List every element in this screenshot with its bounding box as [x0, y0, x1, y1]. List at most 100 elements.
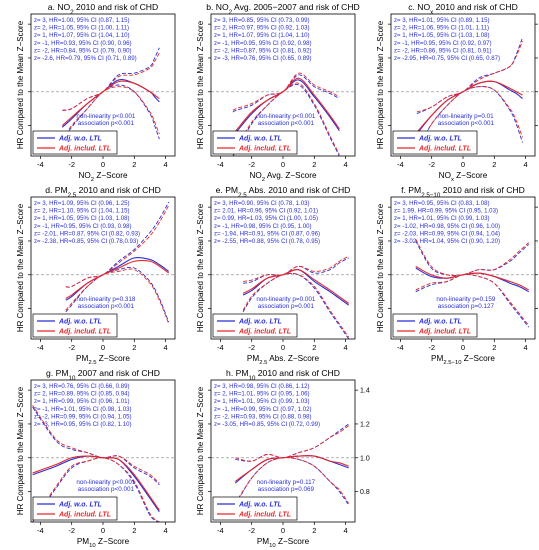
chart-title-main: f. PM [401, 185, 421, 195]
chart-title-sub: 2 [70, 9, 74, 16]
series-red-upper-ci [243, 255, 349, 282]
y-axis-label: HR Compared to the Mean Z−Score [16, 203, 25, 332]
y-axis-label: HR Compared to the Mean Z−Score [16, 386, 25, 515]
stat-line: z= -2, HR=0.87, 95% CI (0.81, 0.92) [214, 47, 312, 54]
stat-line: z= 2, HR=1.05, 95% CI (1.00, 1.11) [34, 25, 129, 32]
series-red-line [416, 80, 523, 133]
series-red-lower-ci [416, 86, 523, 150]
x-tick-label: 0 [281, 343, 285, 352]
x-axis-label: NOx Z−Score [439, 171, 488, 183]
chart-panel-c: c. NOx 2010 and risk of CHD-4-20240.81.0… [376, 2, 538, 183]
x-tick-label: 4 [344, 343, 348, 352]
chart-title: a. NO2 2010 and risk of CHD [48, 2, 158, 16]
x-axis-label-tail: Z−Score [96, 537, 130, 546]
x-axis-label: PM2.5−10 Z−Score [431, 354, 495, 366]
y-axis-label: HR Compared to the Mean Z−Score [196, 386, 205, 515]
series-red-upper-ci [415, 239, 530, 277]
x-axis-label-sub: 2.5−10 [443, 360, 462, 366]
x-tick-label: 4 [524, 343, 528, 352]
stat-line: z= 1, HR=1.01, 95% CI (0.99, 1.03) [214, 398, 310, 405]
legend-label-blue: Adj. w.o. LTL [58, 136, 102, 143]
legend-label-blue: Adj. w.o. LTL [238, 136, 282, 143]
stat-line: z= 1, HR=1.05, 95% CI (1.03, 1.08) [394, 32, 490, 39]
chart-title-main: b. NO [206, 2, 229, 12]
y-axis-label: HR Compared to the Mean Z−Score [16, 20, 25, 149]
x-tick-label: 0 [281, 160, 285, 169]
chart-title-tail: 2010 and risk of CHD [255, 368, 340, 378]
x-tick-label: -4 [217, 526, 224, 535]
stat-line: z= -1.02, HR=0.98, 95% CI (0.96, 1.00) [394, 223, 500, 230]
chart-title: e. PM2.5 Abs. 2010 and risk of CHD [216, 185, 351, 199]
legend-label-blue: Adj. w.o. LTL [418, 319, 462, 326]
chart-title-sub: 10 [69, 375, 76, 382]
series-blue-line [65, 256, 170, 301]
chart-title: h. PM10 2010 and risk of CHD [226, 368, 340, 382]
series-red-line [415, 265, 530, 291]
x-tick-label: 0 [461, 343, 465, 352]
chart-title: d. PM2.5 2010 and risk of CHD [45, 185, 161, 199]
stat-line: z= -3.05, HR=0.85, 95% CI (0.72, 0.99) [214, 421, 320, 428]
nonlinearity-pvalue: non-linearity p<0.001 [256, 113, 315, 120]
association-pvalue: association p=0.001 [258, 303, 315, 310]
x-axis-label-main: NO [439, 171, 451, 180]
series-red-upper-ci [235, 425, 350, 462]
series-blue-lower-ci [61, 84, 160, 142]
x-axis-label-main: PM [247, 354, 259, 363]
association-pvalue: association p<0.001 [78, 486, 135, 493]
x-axis-label: PM10 Z−Score [257, 537, 310, 549]
x-tick-label: -2 [428, 343, 435, 352]
x-tick-label: -4 [217, 160, 224, 169]
legend-label-red: Adj. includ. LTL [58, 329, 111, 336]
series-blue-upper-ci [65, 201, 170, 288]
x-tick-label: -4 [37, 160, 44, 169]
chart-panel-f: f. PM2.5−10 2010 and risk of CHD-4-20240… [376, 185, 538, 366]
x-tick-label: -2 [248, 343, 255, 352]
chart-title: c. NOx 2010 and risk of CHD [408, 2, 518, 16]
stat-line: z= -2.55, HR=0.88, 95% CI (0.78, 0.95) [214, 238, 320, 245]
stat-line: z= -2.38, HR=0.85, 95% CI (0.78,0.93) [34, 238, 138, 245]
x-axis-label: PM10 Z−Score [77, 537, 130, 549]
x-axis-label-tail: Z−Score [462, 354, 496, 363]
association-pvalue: association p=0.069 [258, 486, 315, 493]
stat-line: z= -3.02, HR=1.04, 95% CI (0.90, 1.20) [394, 238, 500, 245]
stat-line: z= -1, HR=0.95, 95% CI (0.93, 0.98) [34, 223, 132, 230]
x-axis-label-main: NO [78, 171, 90, 180]
stat-line: z= -1, HR=0.93, 95% CI (0.90, 0.96) [34, 40, 132, 47]
x-tick-label: 2 [312, 526, 316, 535]
chart-title-tail: 2010 and risk of CHD [440, 185, 525, 195]
x-tick-label: 2 [132, 526, 136, 535]
x-tick-label: -2 [428, 160, 435, 169]
x-axis-label: NO2 Z−Score [78, 171, 127, 183]
x-axis-label-main: PM [257, 537, 269, 546]
stat-line: z= 2, HR=1.01, 95% CI (0.95, 1.06) [214, 391, 310, 398]
stat-line: z= -1, HR=0.95, 95% CI (0.92, 0.98) [214, 40, 312, 47]
stat-line: z= 2, HR=0.97, 95% CI (0.92, 1.03) [214, 25, 310, 32]
series-blue-lower-ci [242, 272, 350, 340]
stat-line: z= 1, HR=1.07, 95% CI (1.04, 1.10) [34, 32, 130, 39]
series-blue-upper-ci [235, 423, 350, 462]
chart-title-sub: 10 [249, 375, 256, 382]
x-tick-label: 2 [492, 160, 496, 169]
nonlinearity-pvalue: non-linearity p=0.318 [76, 296, 135, 303]
stat-line: z= -3, HR=0.95, 95% CI (0.82, 1.10) [34, 421, 132, 428]
stat-line: z= 2, HR=1.10, 95% CI (1.04, 1.15) [34, 208, 130, 215]
series-red-line [232, 77, 340, 135]
x-tick-label: -4 [37, 526, 44, 535]
legend-label-red: Adj. includ. LTL [418, 146, 471, 153]
stat-line: z= 3, HR=1.01, 95% CI (0.89, 1.15) [394, 17, 490, 24]
legend-label-red: Adj. includ. LTL [418, 329, 471, 336]
x-axis-label-main: PM [76, 354, 88, 363]
x-axis-label-tail: Abs. Z−Score [267, 354, 319, 363]
stat-line: z= -2, HR=0.84, 95% CI (0.79, 0.90) [34, 47, 132, 54]
stat-line: z= -2, HR=0.93, 95% CI (0.88, 0.98) [214, 413, 312, 420]
stat-line: z= 3, HR=0.85, 95% CI (0.73, 0.99) [214, 17, 310, 24]
nonlinearity-pvalue: non-linearity p=0.001 [256, 296, 315, 303]
x-axis-label-sub: 10 [269, 543, 276, 549]
chart-title-main: e. PM [216, 185, 238, 195]
stat-line: z= -2.6, HR=0.79, 95% CI (0.71, 0.89) [34, 55, 137, 62]
chart-title-sub: 2.5 [68, 192, 77, 199]
x-axis-label-sub: 2 [91, 177, 94, 183]
x-axis-label-sub: 2 [262, 177, 265, 183]
series-red-line [65, 259, 170, 299]
chart-title-tail: 2010 and risk of CHD [433, 2, 518, 12]
